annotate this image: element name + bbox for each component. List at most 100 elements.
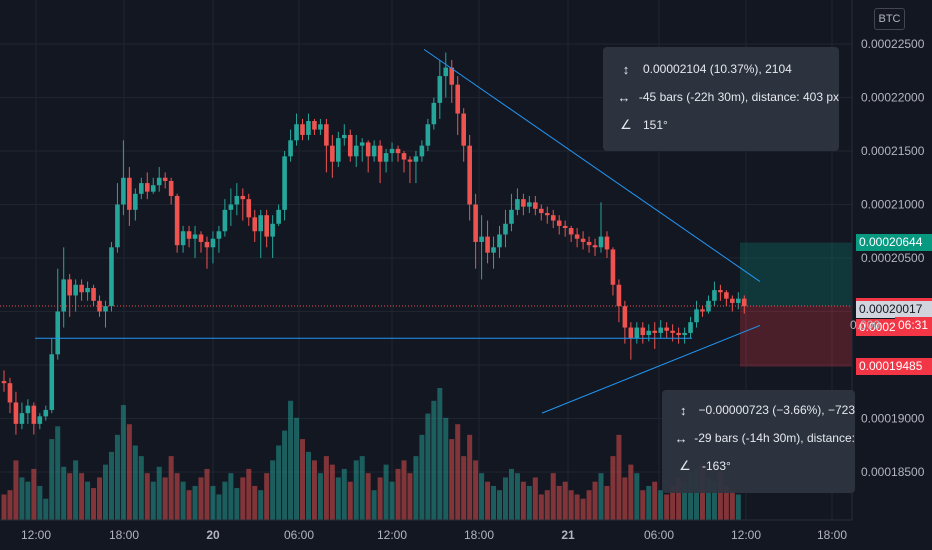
price-tick-label: 0.00021500	[861, 144, 925, 158]
currency-badge[interactable]: BTC	[874, 8, 905, 30]
price-range-icon: ↕	[680, 402, 687, 418]
candle-body	[55, 311, 61, 355]
measure-1-bars: -45 bars (-22h 30m), distance: 403 px	[638, 90, 839, 104]
candle-body	[258, 215, 264, 232]
price-tag: 0.000	[850, 317, 881, 332]
candle-body	[37, 416, 43, 424]
candle-body	[718, 290, 723, 293]
price-tick-label: 0.00022500	[861, 37, 925, 51]
price-axis[interactable]: 0.00022500 0.00022000 0.00021500 0.00021000…	[861, 37, 925, 479]
volume-bar	[389, 481, 395, 520]
candle-body	[252, 217, 258, 232]
candle-body	[568, 228, 574, 235]
candle-body	[479, 236, 484, 242]
candle-body	[473, 204, 478, 242]
volume-bar	[204, 468, 210, 520]
time-tick-label: 18:00	[464, 528, 494, 542]
candle-body	[13, 402, 19, 424]
time-tick-label: 12:00	[377, 528, 407, 542]
volume-bar	[383, 464, 389, 520]
volume-bar	[604, 485, 610, 520]
volume-bar	[628, 464, 634, 520]
angle-icon: ∠	[679, 458, 691, 473]
candle-body	[550, 215, 556, 221]
volume-bar	[640, 490, 646, 520]
volume-bar	[580, 498, 586, 520]
volume-bar	[419, 434, 425, 520]
volume-bar	[723, 485, 729, 520]
price-tag: 0.00019485	[856, 358, 932, 376]
volume-bar	[407, 473, 413, 520]
volume-bar	[586, 490, 592, 520]
candle-body	[198, 234, 204, 242]
candle-body	[168, 180, 174, 196]
candle-body	[556, 220, 562, 226]
volume-bar	[437, 388, 443, 520]
time-tick-label: 20	[206, 528, 220, 542]
ascending-trend-line	[541, 324, 761, 414]
candle-body	[539, 208, 544, 214]
volume-bar	[31, 468, 37, 520]
time-axis[interactable]: 12:00 18:00 20 06:00 12:00 18:00 21 06:00 12:00 1…	[21, 528, 847, 542]
volume-bar	[234, 488, 240, 520]
volume-bar	[300, 439, 305, 520]
volume-bar	[395, 468, 401, 520]
volume-bar	[711, 481, 717, 520]
candle-body	[598, 236, 604, 248]
volume-bar	[186, 490, 192, 520]
candle-body	[646, 330, 652, 336]
volume-bar	[485, 481, 491, 520]
candle-body	[186, 231, 192, 239]
candle-body	[127, 177, 132, 210]
candle-body	[700, 309, 705, 312]
measure-tooltip-1: ↕ 0.00002104 (10.37%), 2104 ↔ -45 bars (-2…	[603, 47, 839, 151]
candle-body	[497, 234, 502, 248]
volume-bar	[664, 494, 670, 520]
volume-bar	[126, 424, 132, 520]
volume-bar	[526, 485, 532, 520]
trend-lines[interactable]	[0, 48, 852, 414]
volume-bar	[156, 466, 162, 520]
measure-tooltip-2: ↕ −0.00000723 (−3.66%), −723 ↔ -29 bars (-…	[662, 390, 855, 493]
candle-body	[79, 284, 84, 293]
time-tick-label: 06:00	[644, 528, 674, 542]
volume-bar	[473, 460, 479, 520]
volume-bar	[282, 430, 288, 520]
price-tag: 0.00020644	[856, 234, 932, 252]
candle-body	[228, 204, 234, 210]
candle-body	[43, 409, 49, 417]
volume-bar	[550, 473, 556, 520]
candle-body	[562, 225, 568, 229]
candle-body	[270, 223, 275, 237]
price-tick-label: 0.00022000	[861, 91, 925, 105]
candle-body	[246, 199, 252, 218]
candle-body	[736, 298, 741, 303]
volume-bar	[79, 473, 85, 520]
candle-body	[156, 177, 162, 186]
time-tick-label: 18:00	[817, 528, 847, 542]
volume-bar	[258, 490, 264, 520]
volume-bar	[61, 466, 67, 520]
candle-body	[616, 284, 622, 307]
candle-body	[485, 236, 490, 253]
candle-body	[694, 309, 699, 323]
candle-body	[264, 215, 269, 237]
volume-bar	[514, 473, 520, 520]
candle-body	[1, 381, 7, 384]
volume-bar	[622, 477, 628, 520]
candle-body	[413, 156, 419, 162]
volume-bar	[180, 481, 186, 520]
volume-bar	[132, 445, 138, 520]
candle-body	[288, 140, 293, 157]
price-tag: 0.00020017	[856, 301, 932, 319]
volume-bar	[305, 451, 311, 520]
candle-body	[204, 241, 210, 248]
price-tick-label: 0.00019000	[861, 412, 925, 426]
position-zones[interactable]	[740, 242, 852, 367]
price-range-icon: ↕	[622, 61, 630, 77]
volume-bar	[443, 417, 449, 520]
candle-body	[401, 153, 407, 160]
volume-bar	[658, 490, 664, 520]
bar-range-icon: ↔	[674, 430, 688, 446]
volume-bar	[198, 477, 204, 520]
